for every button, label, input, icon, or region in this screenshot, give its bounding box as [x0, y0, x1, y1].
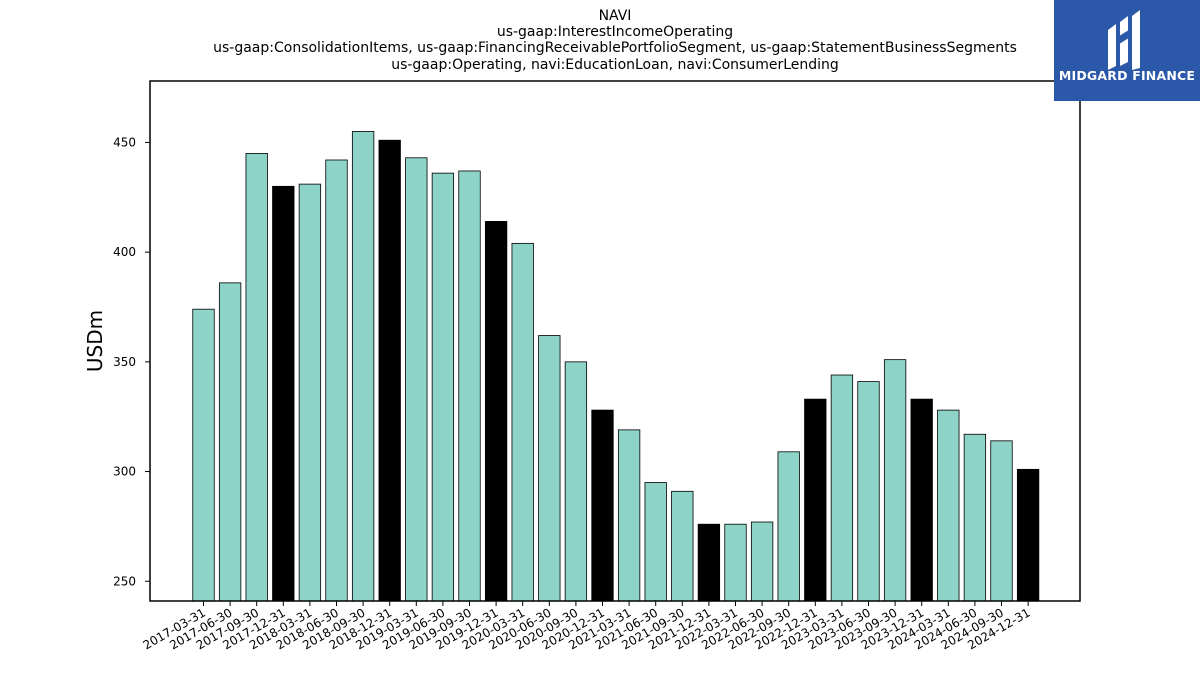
y-tick-label: 300 — [113, 465, 136, 479]
bar-2019-06-30 — [431, 172, 455, 602]
bar-2020-06-30 — [538, 335, 561, 602]
midgard-logo-icon — [1108, 10, 1140, 70]
bar-2022-12-31 — [804, 398, 827, 602]
bar-2018-03-31 — [298, 183, 322, 602]
logo-text: MIDGARD FINANCE — [1058, 68, 1196, 83]
title-line-4: us-gaap:Operating, navi:EducationLoan, n… — [391, 57, 839, 73]
bar-2021-03-31 — [617, 429, 641, 602]
plot-frame — [149, 80, 1081, 602]
bar-2018-12-31 — [378, 139, 401, 602]
bar-2020-03-31 — [511, 242, 534, 602]
bar-2019-12-31 — [484, 221, 508, 602]
bars — [192, 131, 1040, 602]
bar-2021-06-30 — [644, 482, 667, 602]
bar-2022-03-31 — [724, 523, 747, 602]
chart-title: NAVI us-gaap:InterestIncomeOperating us-… — [213, 8, 1017, 73]
title-line-3: us-gaap:ConsolidationItems, us-gaap:Fina… — [213, 40, 1017, 56]
bar-2022-06-30 — [750, 521, 774, 602]
bar-2020-12-31 — [591, 409, 614, 602]
bar-2018-09-30 — [351, 131, 375, 602]
bar-2024-06-30 — [963, 433, 987, 602]
y-tick-label: 250 — [113, 574, 136, 588]
bar-2024-09-30 — [990, 440, 1013, 602]
x-axis-ticks: 2017-03-312017-06-302017-09-302017-12-31… — [141, 601, 1033, 652]
bar-2021-12-31 — [697, 523, 721, 602]
bar-2019-09-30 — [458, 170, 481, 602]
bar-2023-12-31 — [910, 398, 933, 602]
y-axis-label: USDm — [83, 310, 107, 372]
bar-2021-09-30 — [671, 490, 694, 602]
bar-2023-03-31 — [830, 374, 854, 602]
y-tick-label: 450 — [113, 135, 136, 149]
y-axis-ticks: 250 300 350 400 450 — [113, 135, 150, 588]
y-tick-label: 350 — [113, 355, 136, 369]
y-tick-label: 400 — [113, 245, 136, 259]
bar-2018-06-30 — [325, 159, 348, 602]
bar-2023-06-30 — [857, 381, 880, 602]
midgard-finance-logo: MIDGARD FINANCE — [1054, 0, 1200, 101]
bar-2024-12-31 — [1016, 468, 1040, 602]
bar-2017-12-31 — [272, 185, 295, 602]
bar-2017-06-30 — [218, 282, 242, 602]
bar-2020-09-30 — [564, 361, 588, 602]
bar-2017-03-31 — [192, 308, 215, 602]
bar-2017-09-30 — [245, 153, 268, 602]
title-line-1: NAVI — [599, 8, 632, 24]
bar-2022-09-30 — [777, 451, 800, 602]
title-line-2: us-gaap:InterestIncomeOperating — [497, 24, 733, 40]
bar-2024-03-31 — [937, 409, 960, 602]
bar-2019-03-31 — [405, 157, 428, 602]
bar-2023-09-30 — [883, 359, 907, 602]
